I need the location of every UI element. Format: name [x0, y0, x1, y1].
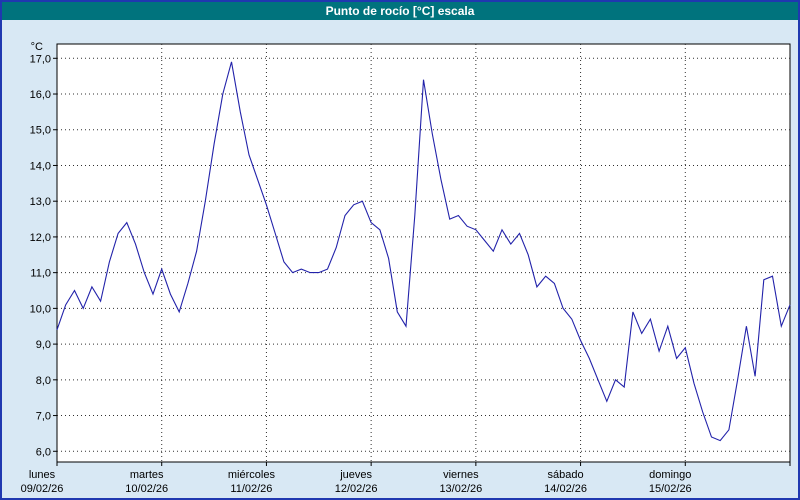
x-day-label: martes — [130, 469, 164, 481]
y-tick-label: 11,0 — [30, 268, 51, 280]
y-tick-label: 12,0 — [30, 232, 51, 244]
y-tick-label: 6,0 — [36, 446, 51, 458]
x-day-label: sábado — [548, 469, 584, 481]
x-date-label: 15/02/26 — [649, 483, 692, 495]
y-tick-label: 14,0 — [30, 160, 51, 172]
y-tick-label: 17,0 — [30, 53, 51, 65]
y-tick-label: 16,0 — [30, 89, 51, 101]
y-tick-label: 9,0 — [36, 339, 51, 351]
dewpoint-line — [56, 61, 791, 442]
y-tick-label: 13,0 — [30, 196, 51, 208]
y-tick-label: 8,0 — [36, 375, 51, 387]
x-day-label: domingo — [649, 469, 691, 481]
x-date-label: 13/02/26 — [439, 483, 482, 495]
plot-area — [56, 43, 791, 463]
x-day-label: miércoles — [228, 469, 276, 481]
title-bar: Punto de rocío [°C] escala — [2, 2, 798, 20]
x-day-label: jueves — [339, 469, 372, 481]
y-axis-unit-label: °C — [31, 41, 43, 53]
x-date-label: 14/02/26 — [544, 483, 587, 495]
x-date-label: 11/02/26 — [230, 483, 272, 495]
chart-title: Punto de rocío [°C] escala — [325, 4, 475, 18]
x-date-label: 12/02/26 — [335, 483, 378, 495]
y-tick-label: 15,0 — [30, 125, 51, 137]
x-day-label: viernes — [443, 469, 479, 481]
x-day-label: lunes — [29, 469, 56, 481]
x-date-label: 10/02/26 — [125, 483, 168, 495]
x-date-label: 09/02/26 — [21, 483, 64, 495]
y-tick-label: 7,0 — [36, 411, 51, 423]
y-tick-label: 10,0 — [30, 303, 51, 315]
